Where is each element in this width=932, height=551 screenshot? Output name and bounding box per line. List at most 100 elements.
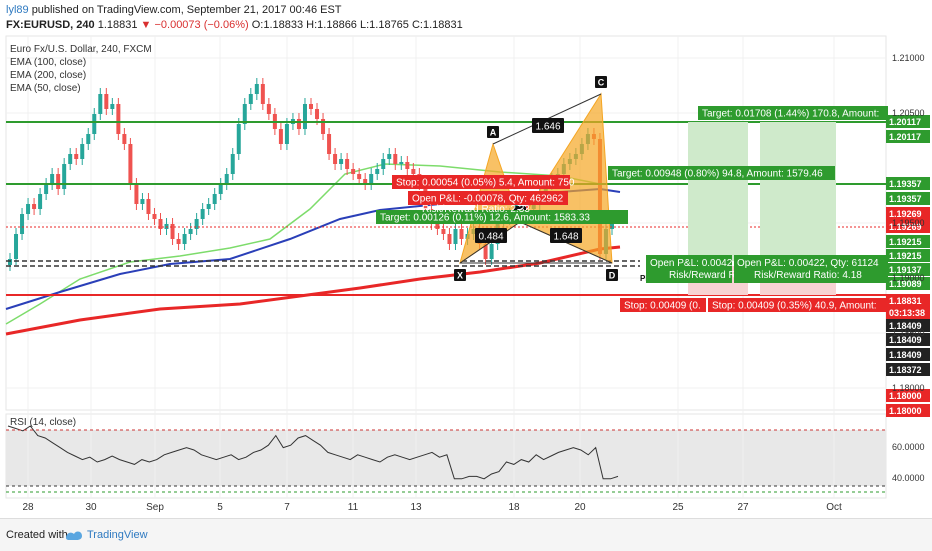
pattern-point-label: D [609,271,616,281]
pattern-point-label: X [457,271,463,281]
candle-body [207,204,211,209]
x-tick-label: 5 [217,502,223,513]
symbol-line: FX:EURUSD, 240 1.18831 ▼ −0.00073 (−0.06… [6,19,463,31]
candle-body [189,229,193,234]
candle-body [183,234,187,244]
x-tick-label: 18 [508,502,520,513]
candle-body [357,174,361,179]
candle-body [20,214,24,234]
candle-body [405,162,409,169]
candle-body [399,162,403,164]
x-tick-label: 13 [410,502,422,513]
candle-body [171,224,175,239]
openpl-label-mid: Open P&L: 0.0042 [650,258,733,269]
price-badge: 1.19215 [889,251,922,261]
candle-body [32,204,36,209]
candle-body [92,114,96,134]
candle-body [279,129,283,144]
target-label-mid: Target: 0.00948 (0.80%) 94.8, Amount: 15… [612,169,823,180]
target-label-top: Target: 0.01708 (1.44%) 170.8, Amount: [702,109,879,120]
rsi-band [6,430,886,486]
candle-body [62,164,66,189]
x-tick-label: 7 [284,502,290,513]
price-badge: 1.18831 [889,296,922,306]
candle-body [146,199,150,214]
candle-body [225,174,229,184]
price-badge: 1.18409 [889,350,922,360]
candle-body [249,94,253,104]
candle-body [86,134,90,144]
candle-body [447,234,451,244]
candle-body [375,169,379,174]
candle-body [369,174,373,184]
candle-body [441,229,445,234]
publish-line: lyl89 published on TradingView.com, Sept… [6,4,342,16]
pattern-point-label: A [490,128,497,138]
y-tick-label: 1.19500 [892,218,925,228]
target-zone-2 [760,122,836,261]
candle-body [315,109,319,119]
price-badge: 1.19215 [889,237,922,247]
candle-body [26,204,30,214]
candle-body [351,169,355,174]
candle-body [261,84,265,104]
target-zone-1 [688,122,748,261]
rr-label-mid: Risk/Reward R [669,270,736,281]
candle-body [327,134,331,154]
candle-body [213,194,217,204]
rr-label-left: Risk/Reward Ratio: 2.33 [422,204,530,215]
candle-body [122,134,126,144]
pattern-point-label: C [598,78,605,88]
y-tick-label: 1.20500 [892,108,925,118]
candle-body [297,119,301,129]
candle-body [453,229,457,244]
rsi-tick-label: 40.0000 [892,473,925,483]
created-with-text: Created with [6,529,68,541]
stop-label-right: Stop: 0.00409 (0.35%) 40.9, Amount: [712,301,877,312]
x-tick-label: 20 [574,502,586,513]
tradingview-brand-link[interactable]: TradingView [87,529,148,541]
y-tick-label: 1.19000 [892,273,925,283]
stop-label-left: Stop: 0.00054 (0.05%) 5.4, Amount: 750 [396,178,575,189]
candle-body [237,124,241,154]
candle-body [177,239,181,244]
price-badge: 1.18000 [889,406,922,416]
author-link[interactable]: lyl89 [6,4,29,16]
rr-label-right: Risk/Reward Ratio: 4.18 [754,270,862,281]
candle-body [201,209,205,219]
candle-body [68,154,72,164]
x-tick-label: 28 [22,502,34,513]
candle-body [411,169,415,174]
candle-body [38,194,42,209]
candle-body [231,154,235,174]
legend-ema200: EMA (200, close) [10,70,86,81]
y-tick-label: 1.18000 [892,383,925,393]
candle-body [285,124,289,144]
candle-body [255,84,259,94]
last-price: 1.18831 [98,19,138,31]
tradingview-logo-icon [65,527,83,546]
candle-body [345,159,349,169]
pattern-ratio-label: 0.484 [478,232,503,243]
legend-ema100: EMA (100, close) [10,57,86,68]
candle-body [50,174,54,184]
candle-body [98,94,102,114]
candle-body [134,184,138,204]
legend-ema50: EMA (50, close) [10,83,81,94]
header-bar: lyl89 published on TradingView.com, Sept… [0,0,932,34]
candle-body [8,259,12,265]
legend-rsi: RSI (14, close) [10,417,76,428]
candle-body [110,104,114,109]
candle-body [219,184,223,194]
price-badge: 1.19357 [889,179,922,189]
candle-body [152,214,156,219]
footer: Created with TradingView [0,518,932,551]
candle-body [387,154,391,159]
candle-body [460,229,464,239]
candle-body [104,94,108,109]
openpl-label-left: Open P&L: -0.00078, Qty: 462962 [412,194,564,205]
candle-body [56,174,60,189]
price-badge: 1.20117 [889,117,921,127]
